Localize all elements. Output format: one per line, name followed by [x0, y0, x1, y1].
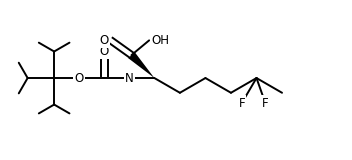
Text: O: O: [75, 72, 84, 84]
Polygon shape: [128, 52, 155, 78]
Text: OH: OH: [151, 34, 169, 47]
Text: O: O: [100, 34, 109, 47]
Text: O: O: [100, 45, 109, 58]
Text: F: F: [238, 97, 245, 110]
Text: N: N: [125, 72, 134, 84]
Text: F: F: [262, 97, 269, 110]
